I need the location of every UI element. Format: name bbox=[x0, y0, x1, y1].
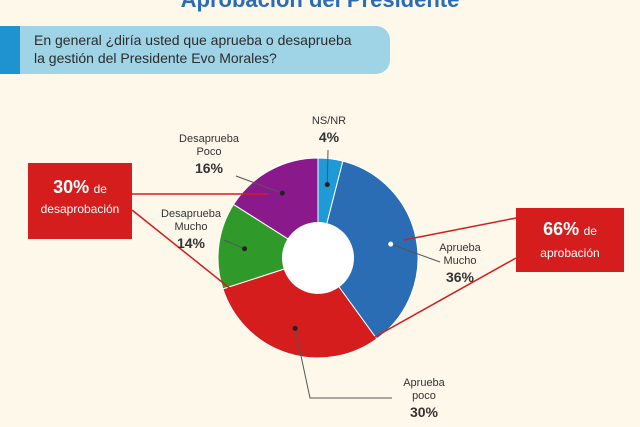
question-line-2: la gestión del Presidente Evo Morales? bbox=[34, 50, 277, 66]
donut-slice-3 bbox=[217, 203, 320, 290]
slice-label-line1: Aprueba bbox=[439, 242, 481, 254]
slice-label-value: 4% bbox=[318, 129, 340, 145]
slice-label-line1: NS/NR bbox=[311, 115, 347, 127]
leader-dot-0 bbox=[324, 182, 330, 188]
disapproval-de: de bbox=[93, 182, 107, 196]
approval-de: de bbox=[583, 224, 597, 238]
slice-label-desaprueba-mucho: Desaprueba Mucho 14% bbox=[152, 208, 230, 252]
question-line-1: En general ¿diría usted que aprueba o de… bbox=[34, 32, 352, 48]
question-text: En general ¿diría usted que aprueba o de… bbox=[34, 31, 374, 67]
slice-label-aprueba-mucho: Aprueba Mucho 36% bbox=[428, 242, 492, 286]
leader-dot-4 bbox=[279, 190, 285, 196]
disapproval-pct: 30% bbox=[53, 177, 90, 197]
slice-label-value: 36% bbox=[445, 269, 475, 285]
slice-label-desaprueba-poco: Desaprueba Poco 16% bbox=[170, 133, 248, 177]
chart-title: Aprobación del Presidente bbox=[0, 0, 640, 13]
slice-label-line1: Aprueba bbox=[403, 377, 445, 389]
callout-connector-2 bbox=[403, 217, 517, 241]
leader-line-4 bbox=[235, 175, 283, 194]
slice-label-line2: Mucho bbox=[443, 255, 477, 267]
leader-dot-2 bbox=[292, 325, 298, 331]
approval-text: aprobación bbox=[540, 246, 600, 260]
approval-pct: 66% bbox=[543, 219, 580, 239]
leader-dot-1 bbox=[388, 241, 394, 247]
approval-callout: 66% de aprobación bbox=[516, 208, 624, 272]
callout-connector-3 bbox=[347, 257, 517, 353]
disapproval-callout: 30% de desaprobación bbox=[28, 163, 132, 239]
leader-line-3 bbox=[223, 239, 245, 250]
callout-connector-1 bbox=[131, 209, 233, 291]
leader-line-2 bbox=[294, 328, 392, 399]
slice-label-value: 14% bbox=[176, 235, 206, 251]
donut-hole bbox=[282, 222, 354, 294]
donut-slice-1 bbox=[317, 160, 419, 340]
question-accent-tab bbox=[0, 26, 20, 74]
slice-label-value: 16% bbox=[194, 160, 224, 176]
slice-label-line2: Mucho bbox=[174, 221, 208, 233]
disapproval-text: desaprobación bbox=[40, 202, 120, 216]
slice-label-line2: Poco bbox=[196, 146, 222, 158]
leader-line-0 bbox=[326, 149, 329, 185]
slice-label-value: 30% bbox=[409, 404, 439, 420]
leader-line-1 bbox=[390, 243, 441, 263]
slice-label-line2: poco bbox=[412, 390, 436, 402]
slice-label-aprueba-poco: Aprueba poco 30% bbox=[388, 377, 460, 421]
leader-dot-3 bbox=[242, 246, 248, 252]
donut-slice-2 bbox=[222, 257, 378, 359]
slice-label-line1: Desaprueba bbox=[161, 208, 221, 220]
slice-label-line1: Desaprueba bbox=[179, 133, 239, 145]
slice-label-nsnr: NS/NR 4% bbox=[304, 115, 354, 146]
question-box: En general ¿diría usted que aprueba o de… bbox=[0, 26, 390, 74]
